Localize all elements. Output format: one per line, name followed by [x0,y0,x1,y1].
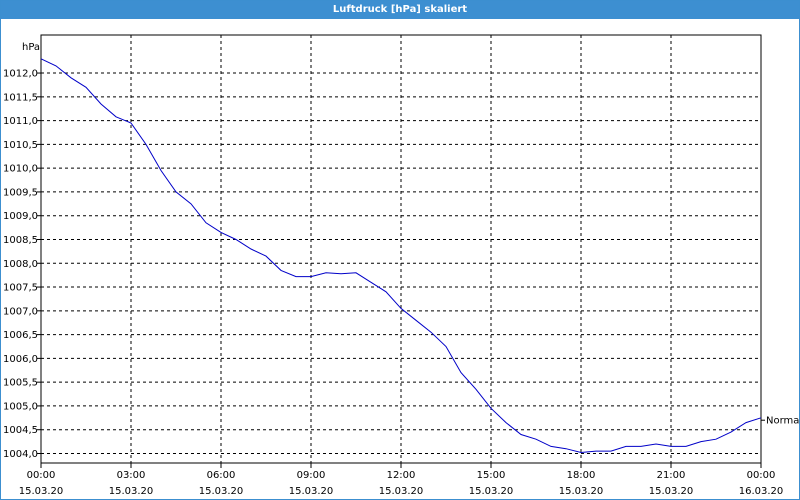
x-tick-label-time: 00:00 [27,470,56,481]
x-tick-label-time: 09:00 [297,470,326,481]
y-tick-label: 1009,5 [3,187,38,198]
x-tick-label-time: 06:00 [207,470,236,481]
y-tick-label: 1009,0 [3,211,38,222]
y-tick-label: 1008,5 [3,235,38,246]
grid [40,35,762,463]
y-tick-label: 1010,5 [3,140,38,151]
normal-reference: Normal [761,416,799,427]
normal-label: Normal [766,416,799,427]
x-tick-label-time: 03:00 [117,470,146,481]
x-tick-label-date: 15.03.20 [469,486,514,497]
y-tick-label: 1010,0 [3,164,38,175]
x-tick-label-date: 15.03.20 [19,486,64,497]
x-tick-label-date: 15.03.20 [289,486,334,497]
y-tick-label: 1011,5 [3,92,38,103]
pressure-line [40,58,762,454]
x-tick-label-time: 21:00 [657,470,686,481]
x-tick-label-time: 18:00 [567,470,596,481]
x-tick-label-date: 15.03.20 [379,486,424,497]
y-tick-label: 1007,5 [3,283,38,294]
x-tick-label-date: 15.03.20 [649,486,694,497]
pressure-chart: hPa 1004,0 1004,5 1005,0 1005,5 1006,0 1006,5… [3,34,799,497]
x-tick-label-time: 12:00 [387,470,416,481]
y-tick-label: 1004,5 [3,425,38,436]
y-tick-label: 1006,5 [3,330,38,341]
plot-frame [40,34,762,464]
y-tick-label: 1007,0 [3,306,38,317]
y-tick-label: 1008,0 [3,259,38,270]
y-tick-label: 1006,0 [3,354,38,365]
y-axis-ticks: 1004,0 1004,5 1005,0 1005,5 1006,0 1006,5 1007… [3,69,41,460]
y-axis-unit-label: hPa [22,42,40,53]
y-tick-label: 1004,0 [3,449,38,460]
y-tick-label: 1005,0 [3,401,38,412]
chart-title: Luftdruck [hPa] skaliert [1,1,799,19]
x-axis-ticks: 00:00 15.03.20 03:00 15.03.20 06:00 15.03.20 0… [19,463,784,497]
x-tick-label-time: 15:00 [477,470,506,481]
x-tick-label-time: 00:00 [747,470,776,481]
x-tick-label-date: 16.03.20 [739,486,784,497]
y-tick-label: 1012,0 [3,69,38,80]
y-tick-label: 1011,0 [3,116,38,127]
x-tick-label-date: 15.03.20 [109,486,154,497]
y-tick-label: 1005,5 [3,378,38,389]
x-tick-label-date: 15.03.20 [559,486,604,497]
x-tick-label-date: 15.03.20 [199,486,244,497]
